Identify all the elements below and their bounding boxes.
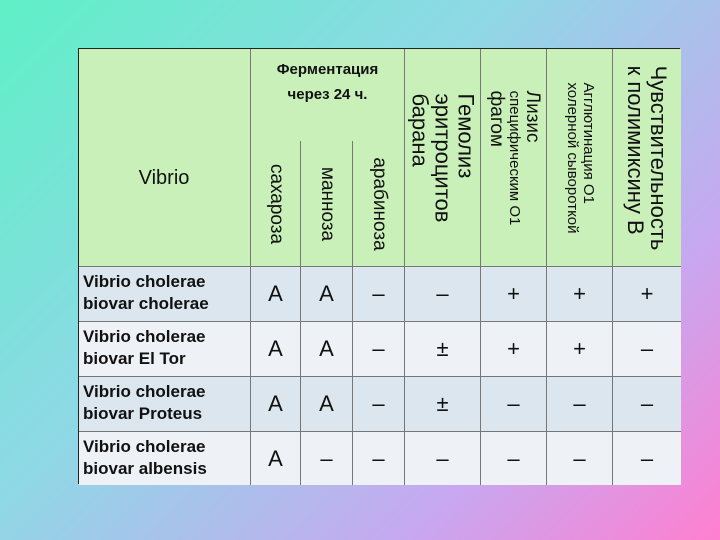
table-cell: – <box>353 267 405 322</box>
lysis-line3: фагом <box>485 90 507 147</box>
table-cell: – <box>353 322 405 377</box>
row-name-line2: biovar albensis <box>83 459 207 478</box>
table-cell: A <box>301 377 353 432</box>
table-cell: A <box>251 267 301 322</box>
col-header-agglutination: Агглютинация О1 холерной сывороткой <box>547 49 613 267</box>
hemolysis-line3: барана <box>406 93 432 167</box>
table-cell: – <box>405 267 481 322</box>
row-name-line1: Vibrio cholerae <box>83 437 206 456</box>
col-header-hemolysis: Гемолиз эритроцитов барана <box>405 49 481 267</box>
col-header-arabinose: арабиноза <box>353 141 405 267</box>
table-cell: – <box>405 432 481 485</box>
row-name-line1: Vibrio cholerae <box>83 327 206 346</box>
fermentation-group-header: Ферментация через 24 ч. <box>251 49 405 141</box>
lysis-line1: Лизис <box>521 90 543 143</box>
table-cell: – <box>613 322 681 377</box>
table-cell: A <box>251 322 301 377</box>
col-header-polymyxin: Чувствительность к полимиксину В <box>613 49 681 267</box>
fermentation-title: Ферментация через 24 ч. <box>251 57 404 107</box>
corner-header-cell: Vibrio <box>79 49 251 267</box>
table-cell: + <box>613 267 681 322</box>
table-cell: A <box>251 377 301 432</box>
col-header-lysis-label: Лизис специфическим О1 фагом <box>485 90 543 225</box>
table-cell: ± <box>405 377 481 432</box>
col-header-mannose: манноза <box>301 141 353 267</box>
table-cell: – <box>353 377 405 432</box>
vibrio-biovar-table: Vibrio Ферментация через 24 ч. сахароза … <box>78 48 681 485</box>
table-cell: – <box>481 377 547 432</box>
row-name-line2: biovar Proteus <box>83 404 203 423</box>
row-name-cell: Vibrio cholerae biovar cholerae <box>79 267 251 322</box>
hemolysis-line1: Гемолиз <box>453 93 479 178</box>
col-header-polymyxin-label: Чувствительность к полимиксину В <box>623 65 672 250</box>
table-cell: + <box>481 322 547 377</box>
table-cell: – <box>481 432 547 485</box>
table-cell: – <box>613 432 681 485</box>
row-name-line2: biovar El Tor <box>83 349 186 368</box>
table-cell: – <box>301 432 353 485</box>
row-name-line1: Vibrio cholerae <box>83 382 206 401</box>
agglutination-line2: холерной сывороткой <box>563 81 581 234</box>
table-cell: A <box>301 322 353 377</box>
col-header-arabinose-label: арабиноза <box>368 156 390 251</box>
table-cell: – <box>547 377 613 432</box>
fermentation-title-line2: через 24 ч. <box>287 86 368 103</box>
agglutination-line1: Агглютинация О1 <box>579 81 597 204</box>
row-name-cell: Vibrio cholerae biovar El Tor <box>79 322 251 377</box>
col-header-mannose-label: манноза <box>316 166 338 241</box>
table-cell: A <box>301 267 353 322</box>
polymyxin-line1: Чувствительность <box>646 65 672 250</box>
lysis-line2: специфическим О1 <box>505 90 523 225</box>
col-header-agglutination-label: Агглютинация О1 холерной сывороткой <box>563 81 597 234</box>
table-cell: – <box>613 377 681 432</box>
corner-label: Vibrio <box>138 167 190 189</box>
hemolysis-line2: эритроцитов <box>430 93 456 222</box>
row-name-cell: Vibrio cholerae biovar albensis <box>79 432 251 485</box>
col-header-sucrose: сахароза <box>251 141 301 267</box>
col-header-sucrose-label: сахароза <box>265 163 287 244</box>
table-cell: A <box>251 432 301 485</box>
table-cell: ± <box>405 322 481 377</box>
col-header-lysis: Лизис специфическим О1 фагом <box>481 49 547 267</box>
table-cell: + <box>481 267 547 322</box>
polymyxin-line2: к полимиксину В <box>623 65 648 235</box>
table-cell: – <box>353 432 405 485</box>
row-name-line1: Vibrio cholerae <box>83 272 206 291</box>
table-cell: + <box>547 267 613 322</box>
table-cell: + <box>547 322 613 377</box>
row-name-cell: Vibrio cholerae biovar Proteus <box>79 377 251 432</box>
row-name-line2: biovar cholerae <box>83 294 209 313</box>
col-header-hemolysis-label: Гемолиз эритроцитов барана <box>406 93 479 222</box>
table-cell: – <box>547 432 613 485</box>
fermentation-title-line1: Ферментация <box>276 61 379 78</box>
